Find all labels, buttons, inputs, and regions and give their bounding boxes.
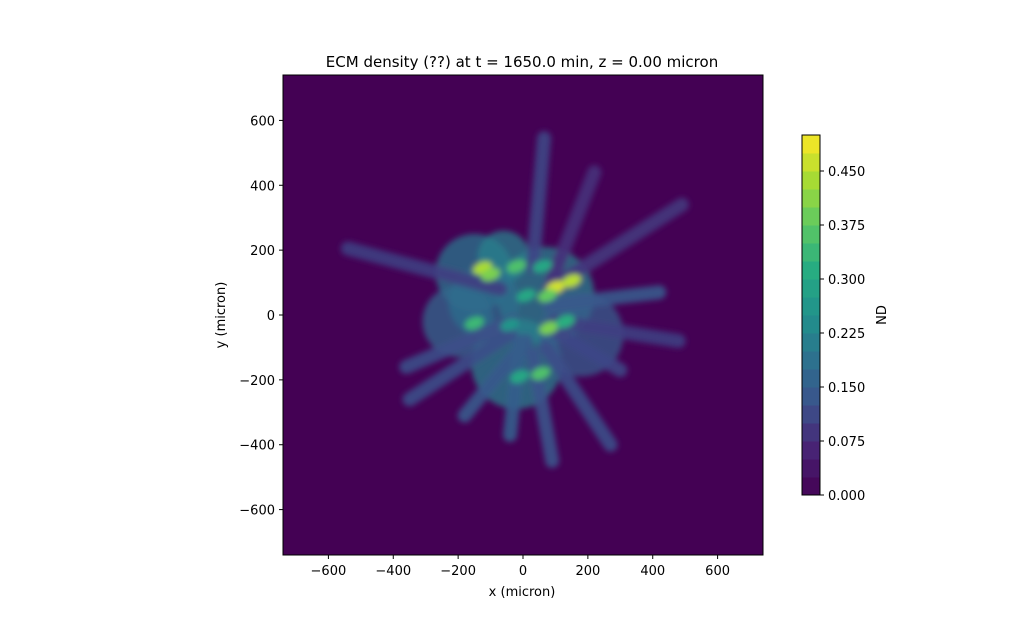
colorbar-tick-label: 0.300 [828, 273, 865, 288]
colorbar-band [802, 171, 820, 190]
colorbar-band [802, 261, 820, 280]
density-hotspot [500, 318, 520, 332]
ecm-strand [503, 333, 527, 442]
colorbar-band [802, 423, 820, 442]
ecm-strand [545, 165, 602, 287]
x-axis: −600 −400 −200 0 200 400 600 [311, 555, 730, 579]
colorbar-tick-label: 0.375 [828, 219, 865, 234]
y-tick-label: 600 [250, 114, 275, 129]
ecm-strand [541, 320, 628, 378]
heatmap-blur-group [340, 131, 689, 468]
density-hotspot [562, 274, 582, 288]
x-tick-label: 400 [640, 564, 665, 579]
density-hotspot [532, 259, 553, 273]
ecm-strand [525, 131, 552, 274]
colorbar-frame [801, 134, 821, 496]
y-tick-label: −600 [239, 504, 275, 519]
colorbar-band [802, 369, 820, 388]
chart-title: ECM density (??) at t = 1650.0 min, z = … [326, 53, 718, 71]
ecm-strand [541, 285, 667, 313]
colorbar-band [802, 351, 820, 370]
colorbar-band [802, 243, 820, 262]
y-tick-label: 200 [250, 244, 275, 259]
colorbar-band [802, 387, 820, 406]
x-tick-label: −200 [440, 564, 476, 579]
density-hotspot [555, 314, 575, 329]
colorbar-band [802, 279, 820, 298]
colorbar-tick-label: 0.150 [828, 381, 865, 396]
y-tick-label: −400 [239, 439, 275, 454]
density-hotspot [464, 316, 484, 330]
colorbar-band [802, 459, 820, 478]
ecm-strand [399, 314, 521, 374]
ecm-strand [340, 241, 508, 297]
colorbar-band [802, 405, 820, 424]
x-tick-label: −600 [311, 564, 347, 579]
colorbar-band [802, 441, 820, 460]
colorbar-band [802, 207, 820, 226]
ecm-strand [538, 340, 618, 452]
ecm-strand [548, 314, 686, 348]
density-hotspot [539, 321, 559, 335]
colorbar-tick-label: 0.075 [828, 435, 865, 450]
x-axis-label: x (micron) [489, 585, 556, 600]
colorbar-tick-label: 0.000 [828, 489, 865, 504]
colorbar-band [802, 477, 820, 496]
x-tick-label: −400 [375, 564, 411, 579]
colorbar-band [802, 153, 820, 172]
x-tick-label: 0 [519, 564, 527, 579]
colorbar-band [802, 315, 820, 334]
density-hotspot [516, 288, 536, 303]
ecm-strand [402, 327, 518, 407]
colorbar-band [802, 135, 820, 154]
colorbar-band [802, 189, 820, 208]
density-hotspot [537, 288, 557, 303]
y-tick-label: 400 [250, 179, 275, 194]
x-tick-label: 200 [575, 564, 600, 579]
colorbar-tick-label: 0.450 [828, 165, 865, 180]
density-hotspot [506, 259, 527, 273]
colorbar-bands [802, 135, 820, 496]
colorbar-tick-label: 0.225 [828, 327, 865, 342]
heatmap-field [340, 131, 689, 468]
density-hotspot [480, 267, 501, 282]
colorbar-label: ND [875, 305, 890, 325]
colorbar-band [802, 225, 820, 244]
y-tick-label: −200 [239, 374, 275, 389]
colorbar-ticks: 0.000 0.075 0.150 0.225 0.300 0.375 0.450 [820, 165, 865, 504]
y-tick-label: 0 [267, 309, 275, 324]
colorbar-band [802, 333, 820, 352]
density-hotspot [531, 366, 551, 380]
x-tick-label: 600 [705, 564, 730, 579]
plot-area [282, 74, 764, 556]
colorbar-band [802, 297, 820, 316]
density-hotspot [510, 370, 530, 384]
colorbar: 0.000 0.075 0.150 0.225 0.300 0.375 0.450 ND [801, 134, 890, 504]
y-axis: −600 −400 −200 0 200 400 600 [239, 114, 283, 519]
y-axis-label: y (micron) [214, 282, 229, 349]
